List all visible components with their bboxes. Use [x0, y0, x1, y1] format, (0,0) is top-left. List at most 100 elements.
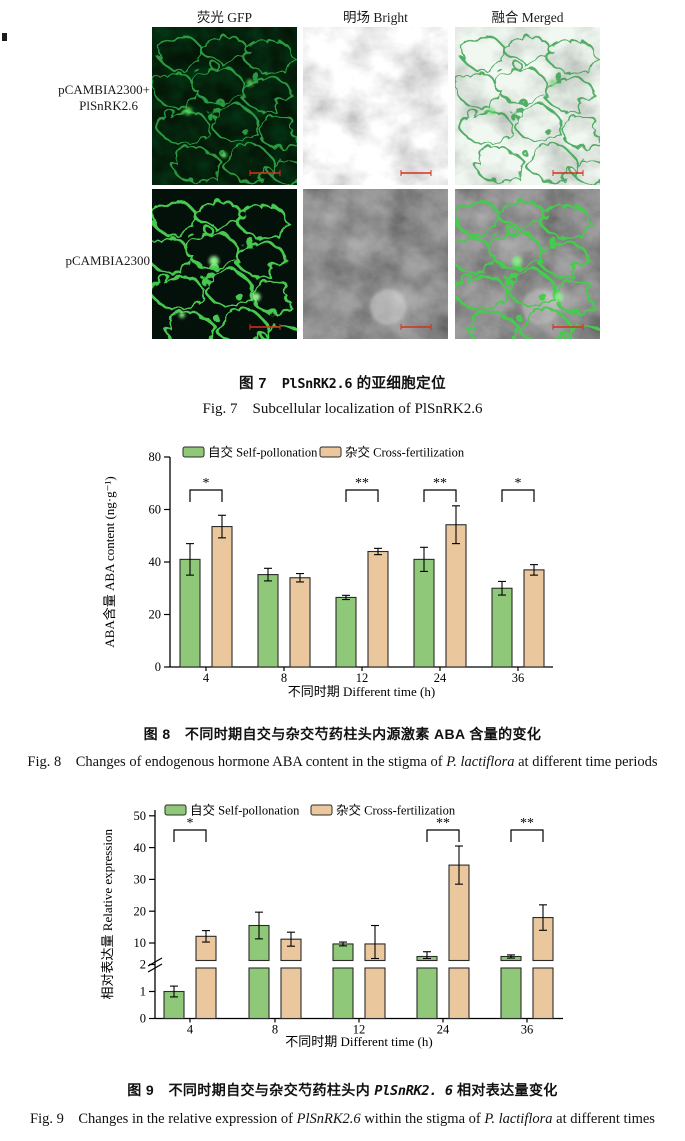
caption-segment: P. lactiflora	[484, 1111, 553, 1127]
caption-segment: PlSnRK2.6	[296, 1111, 361, 1127]
significance-label: **	[355, 476, 369, 491]
caption-segment: P. lactiflora	[446, 754, 515, 770]
figure9-caption-zh: 图 9 不同时期自交与杂交芍药柱头内 PlSnRK2. 6 相对表达量变化	[0, 1080, 685, 1100]
bar-segment-lower	[248, 967, 270, 1020]
legend-label: 自交 Self-pollonation	[208, 445, 318, 460]
caption-segment: within the stigma of	[360, 1111, 485, 1127]
caption-segment: at different times	[552, 1111, 655, 1127]
bar	[491, 587, 513, 668]
significance-label: *	[515, 476, 522, 491]
caption-segment: 的亚细胞定位	[352, 376, 446, 392]
significance-label: *	[203, 476, 210, 491]
caption-segment: at different time periods	[514, 754, 658, 770]
y-tick-label: 20	[134, 904, 147, 918]
figure7-caption-zh: 图 7 PlSnRK2.6 的亚细胞定位	[0, 372, 685, 393]
caption-segment: 图 9 不同时期自交与杂交芍药柱头内	[127, 1082, 375, 1098]
micrograph-bright-row2	[303, 189, 448, 339]
axis-break-mark	[147, 963, 163, 973]
figure9-caption-en: Fig. 9 Changes in the relative expressio…	[0, 1107, 685, 1128]
x-tick-label: 36	[521, 1023, 534, 1037]
y-tick-label: 30	[134, 873, 147, 887]
row-label-pcambia2300: pCAMBIA2300	[65, 253, 150, 268]
x-axis-title: 不同时期 Different time (h)	[285, 1034, 432, 1049]
bar-segment-lower	[280, 967, 302, 1020]
legend-swatch	[164, 804, 187, 816]
significance-bracket	[423, 489, 457, 502]
legend-label: 杂交 Cross-fertilization	[345, 445, 465, 460]
x-tick-label: 4	[187, 1023, 194, 1037]
micrograph-bright-row1	[303, 27, 448, 185]
micrograph-merged-row1	[455, 27, 600, 185]
bar-segment-lower	[195, 967, 217, 1020]
y-axis-title: ABA含量 ABA content (ng·g⁻¹)	[102, 476, 117, 647]
bar	[445, 524, 467, 668]
y-axis-title: 相对表达量 Relative expression	[100, 829, 115, 1000]
significance-bracket	[501, 489, 535, 502]
caption-segment: 相对表达量变化	[452, 1082, 558, 1098]
x-tick-label: 36	[512, 671, 525, 685]
micrograph-merged-row2	[455, 189, 600, 339]
column-header-merged: 融合 Merged	[491, 10, 564, 25]
significance-bracket	[173, 829, 207, 842]
x-axis-title: 不同时期 Different time (h)	[288, 684, 435, 699]
caption-segment: PlSnRK2.6	[281, 376, 353, 392]
caption-segment: Fig. 9 Changes in the relative expressio…	[30, 1111, 297, 1127]
bar	[257, 574, 279, 668]
column-header-gfp: 荧光 GFP	[196, 10, 253, 25]
bar	[211, 526, 233, 668]
y-tick-label: 80	[149, 450, 162, 464]
y-tick-label: 60	[149, 503, 162, 517]
figure7-caption-en: Fig. 7 Subcellular localization of PlSnR…	[202, 401, 483, 417]
bar-segment-upper	[332, 943, 354, 962]
significance-label: *	[187, 816, 194, 831]
y-tick-label: 1	[140, 985, 146, 999]
legend-swatch	[319, 446, 342, 458]
y-tick-label: 0	[155, 660, 161, 674]
figure8-caption-zh: 图 8 不同时期自交与杂交芍药柱头内源激素 ABA 含量的变化	[143, 726, 542, 742]
x-tick-label: 12	[356, 671, 369, 685]
legend-label: 自交 Self-pollonation	[190, 803, 300, 818]
bar-segment-lower	[364, 967, 386, 1020]
caption-segment: 图 7	[239, 376, 282, 392]
row-label-line1: pCAMBIA2300+	[58, 82, 150, 97]
x-tick-label: 4	[203, 671, 210, 685]
row-label-pcambia2300-plsnrk2.6: pCAMBIA2300+ PlSnRK2.6	[0, 82, 150, 114]
column-header-bright: 明场 Bright	[343, 10, 408, 25]
bar-segment-lower	[332, 967, 354, 1020]
y-tick-label: 0	[140, 1012, 146, 1026]
legend-swatch	[182, 446, 205, 458]
x-tick-label: 12	[353, 1023, 366, 1037]
significance-bracket	[345, 489, 379, 502]
figure8-caption-en: Fig. 8 Changes of endogenous hormone ABA…	[0, 750, 685, 771]
caption-segment: PlSnRK2. 6	[374, 1083, 453, 1099]
axis-break-mark	[147, 957, 163, 967]
bar-segment-lower	[448, 967, 470, 1020]
y-tick-label: 40	[134, 841, 147, 855]
x-tick-label: 24	[437, 1023, 450, 1037]
bar	[413, 558, 435, 668]
significance-bracket	[189, 489, 223, 502]
significance-label: **	[520, 816, 534, 831]
significance-bracket	[510, 829, 544, 842]
x-tick-label: 8	[281, 671, 287, 685]
y-tick-label: 20	[149, 608, 162, 622]
caption-segment: Fig. 8 Changes of endogenous hormone ABA…	[27, 754, 447, 770]
y-tick-label: 50	[134, 809, 147, 823]
x-tick-label: 24	[434, 671, 447, 685]
y-tick-label: 2	[140, 958, 146, 972]
bar-segment-lower	[416, 967, 438, 1020]
significance-bracket	[426, 829, 460, 842]
significance-label: **	[436, 816, 450, 831]
bar-segment-lower	[500, 967, 522, 1020]
x-tick-label: 8	[272, 1023, 278, 1037]
bar	[289, 577, 311, 668]
bar	[335, 596, 357, 668]
micrograph-gfp-row2	[152, 189, 297, 339]
significance-label: **	[433, 476, 447, 491]
y-tick-label: 40	[149, 555, 162, 569]
bar	[367, 550, 389, 668]
y-tick-label: 10	[134, 936, 147, 950]
row-label-line2: PlSnRK2.6	[79, 98, 138, 113]
